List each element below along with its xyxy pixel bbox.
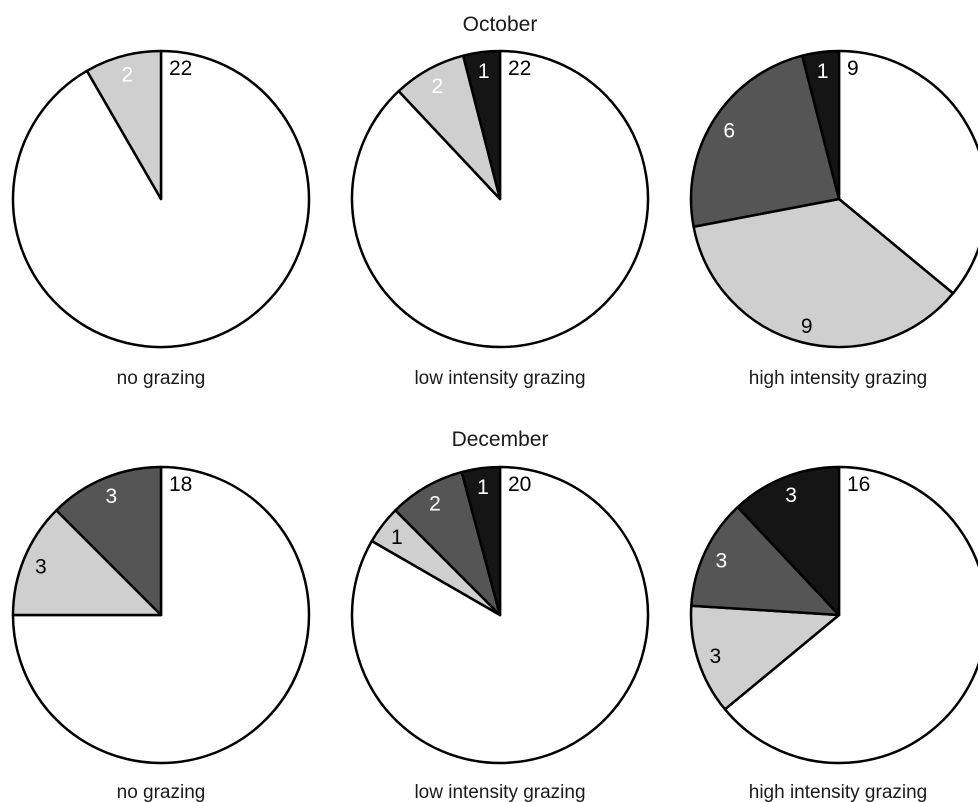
- pie-slice: [837, 49, 978, 295]
- slice-value-label: 22: [169, 57, 192, 80]
- caption-december-high-intensity: high intensity grazing: [749, 782, 928, 802]
- caption-december-low-intensity: low intensity grazing: [414, 782, 585, 802]
- pie-october-no-grazing: 222: [11, 49, 311, 349]
- slice-value-label: 22: [508, 57, 531, 80]
- slice-value-label: 18: [169, 473, 192, 496]
- pie-slice: [689, 604, 841, 711]
- pie-slice: [692, 197, 955, 349]
- slice-value-label: 2: [429, 492, 441, 515]
- pie-slice: [736, 465, 841, 617]
- slice-value-label: 3: [35, 555, 47, 578]
- caption-october-high-intensity: high intensity grazing: [749, 368, 928, 389]
- slice-value-label: 6: [723, 119, 735, 142]
- pie-slice: [460, 465, 502, 617]
- pie-december-high-intensity: 16 3 3 3: [689, 465, 978, 765]
- slice-value-label: 3: [105, 485, 117, 508]
- slice-value-label: 1: [477, 476, 489, 499]
- slice-value-label: 9: [801, 315, 813, 338]
- caption-october-low-intensity: low intensity grazing: [414, 368, 585, 389]
- october-title: October: [463, 13, 538, 36]
- slice-value-label: 3: [716, 550, 728, 573]
- slice-value-label: 2: [122, 63, 134, 86]
- slice-value-label: 1: [478, 60, 490, 83]
- pie-slice: [800, 49, 841, 201]
- pie-december-low-intensity: 20 1 2 1: [350, 465, 650, 765]
- slice-value-label: 20: [508, 473, 531, 496]
- pie-slice: [723, 465, 978, 765]
- slice-value-label: 3: [785, 484, 797, 507]
- pie-slice: [11, 509, 163, 617]
- pie-slice: [689, 54, 841, 228]
- pie-slice: [690, 505, 841, 617]
- slice-value-label: 1: [817, 60, 829, 83]
- slice-value-label: 1: [391, 526, 403, 549]
- slice-value-label: 2: [432, 75, 444, 98]
- slice-value-label: 16: [847, 473, 870, 496]
- slice-value-label: 3: [710, 645, 722, 668]
- pie-slice: [461, 49, 502, 201]
- pie-slice: [55, 465, 163, 617]
- pie-october-high-intensity: 9 9 6 1: [689, 49, 978, 349]
- caption-october-no-grazing: no grazing: [117, 368, 206, 389]
- caption-december-no-grazing: no grazing: [117, 782, 206, 802]
- pie-slice: [85, 49, 163, 201]
- december-title: December: [452, 428, 549, 451]
- slice-value-label: 9: [847, 57, 859, 80]
